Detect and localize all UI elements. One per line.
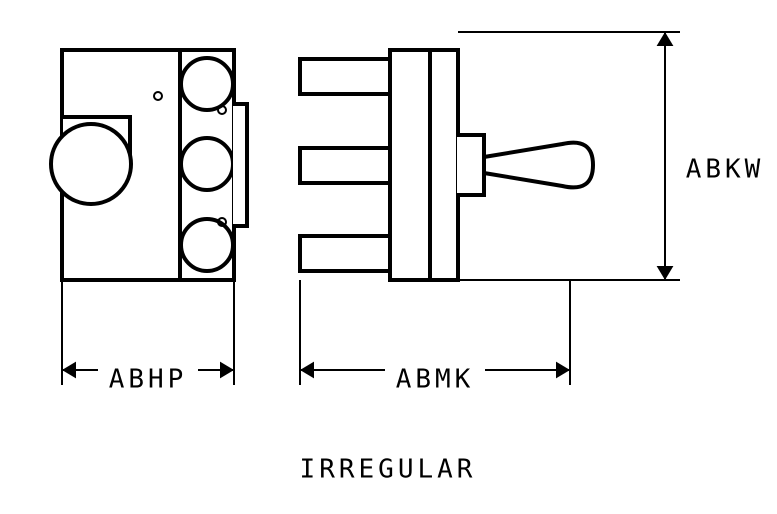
dim-label-abkw: ABKW	[686, 155, 765, 185]
dim-label-abmk: ABMK	[396, 365, 475, 395]
diagram-title: IRREGULAR	[300, 455, 477, 485]
dim-label-abhp: ABHP	[109, 365, 188, 395]
